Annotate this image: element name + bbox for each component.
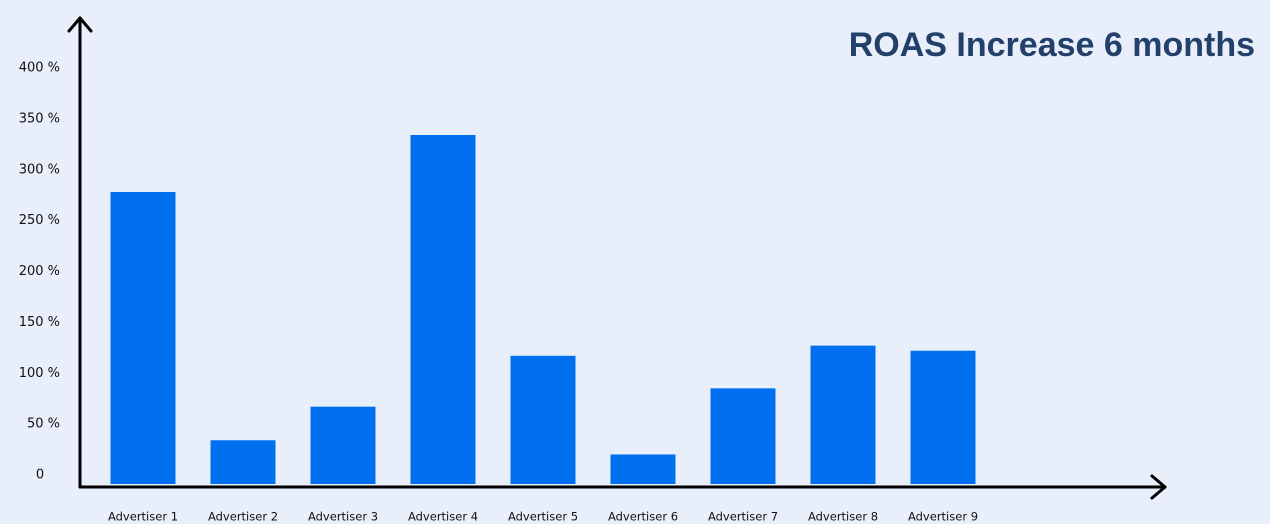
x-tick-label: Advertiser 3 xyxy=(308,510,378,524)
y-tick-label: 350 % xyxy=(19,111,60,126)
x-tick-label: Advertiser 9 xyxy=(908,510,978,524)
y-tick-label: 0 xyxy=(36,468,44,483)
y-tick-label: 300 % xyxy=(19,162,60,177)
x-tick-label: Advertiser 6 xyxy=(608,510,678,524)
y-tick-label: 250 % xyxy=(19,213,60,228)
y-axis-arrow xyxy=(67,16,93,33)
axes xyxy=(67,16,1167,500)
x-axis-arrow xyxy=(1150,474,1167,500)
bar xyxy=(410,134,476,484)
bar xyxy=(210,440,276,484)
y-tick-label: 150 % xyxy=(19,315,60,330)
bar xyxy=(710,388,776,484)
bar xyxy=(310,406,376,484)
y-tick-label: 50 % xyxy=(27,417,60,432)
bar xyxy=(810,345,876,484)
chart-title: ROAS Increase 6 months xyxy=(849,26,1255,64)
x-tick-label: Advertiser 7 xyxy=(708,510,778,524)
y-tick-label: 400 % xyxy=(19,61,60,76)
x-tick-label: Advertiser 4 xyxy=(408,510,478,524)
x-tick-label: Advertiser 1 xyxy=(108,510,178,524)
y-tick-label: 100 % xyxy=(19,366,60,381)
bar xyxy=(110,191,176,485)
x-tick-label: Advertiser 8 xyxy=(808,510,878,524)
bar xyxy=(510,355,576,484)
x-tick-label: Advertiser 2 xyxy=(208,510,278,524)
bar xyxy=(910,350,976,484)
x-tick-label: Advertiser 5 xyxy=(508,510,578,524)
bar xyxy=(610,454,676,484)
y-tick-label: 200 % xyxy=(19,264,60,279)
